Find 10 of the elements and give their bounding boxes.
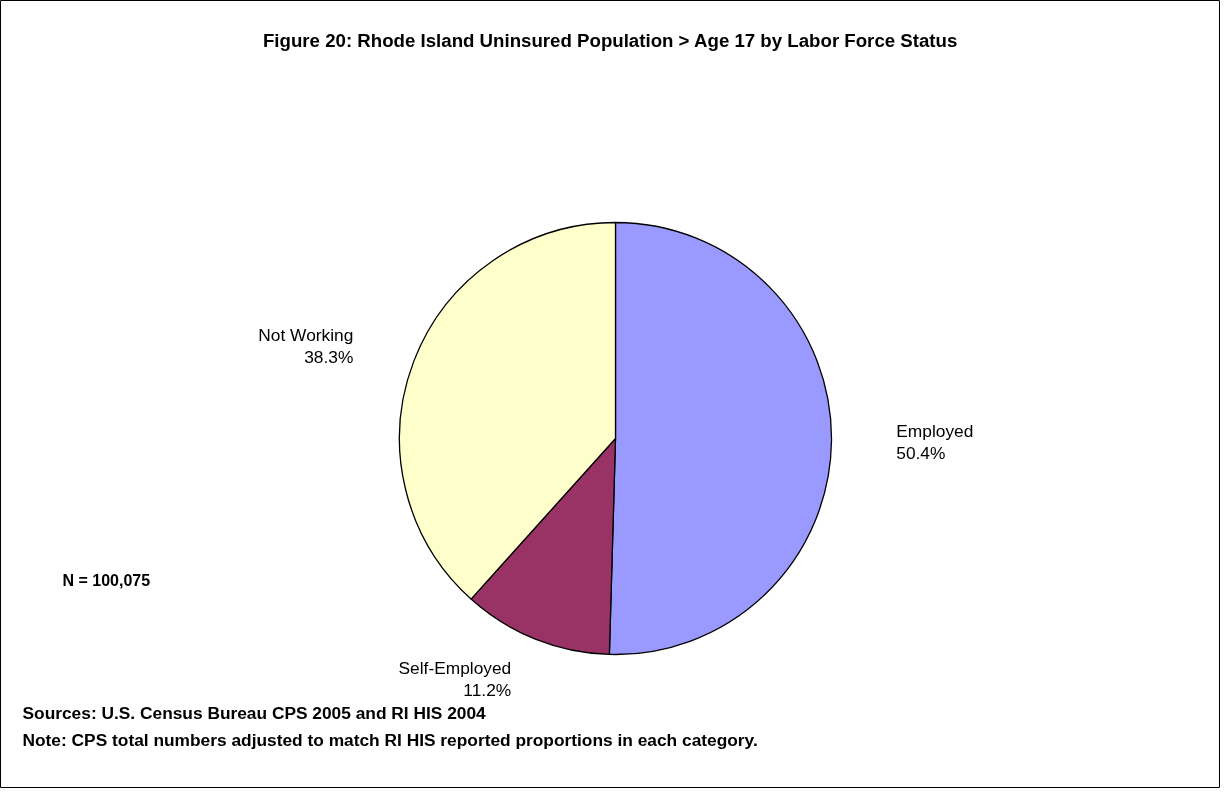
slice-label: Self-Employed bbox=[398, 658, 512, 679]
slice-label: Not Working bbox=[258, 324, 354, 345]
source-note: Sources: U.S. Census Bureau CPS 2005 and RI HIS 2004 bbox=[22, 702, 487, 723]
text: N = 100,075 bbox=[62, 572, 151, 589]
chart-title: Figure 20: Rhode Island Uninsured Population > Age 17 by Labor Force Status bbox=[262, 30, 958, 51]
data-label: 38.3% bbox=[304, 346, 354, 367]
text: Note: CPS total numbers adjusted to match RI HIS reported proportions in each category. bbox=[22, 729, 758, 750]
data-label: 11.2% bbox=[463, 680, 512, 701]
data-label: 50.4% bbox=[896, 443, 946, 464]
slice-label: Employed bbox=[896, 421, 974, 442]
